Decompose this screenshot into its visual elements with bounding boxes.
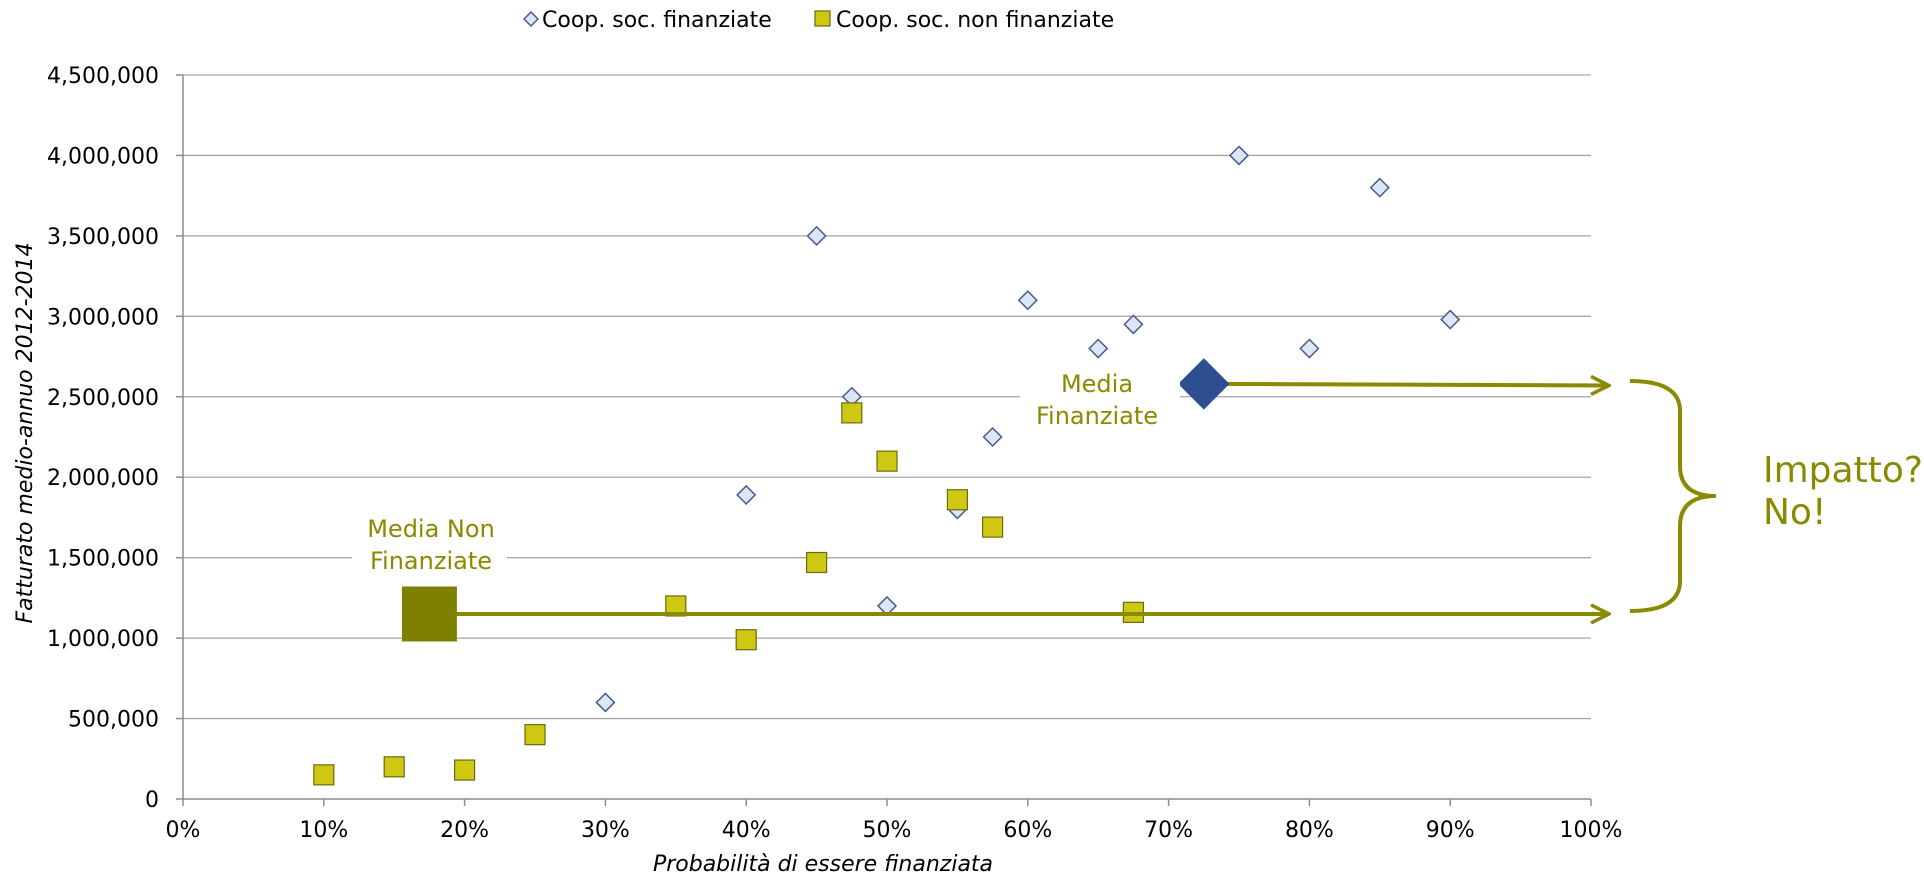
curly-brace-icon: [1629, 379, 1717, 613]
y-tick-label: 1,500,000: [47, 547, 159, 572]
arrow-media-finanziate: [1203, 384, 1609, 386]
axes: [176, 74, 1592, 806]
x-tick-label: 90%: [1426, 818, 1475, 843]
y-tick-labels: 0 500,000 1,000,000 1,500,000 2,000,000 2,500…: [47, 64, 159, 813]
x-tick-label: 10%: [299, 818, 348, 843]
mean-non-finanziate-label: Media Non: [367, 515, 495, 543]
legend-diamond-icon: [522, 10, 540, 28]
point-finanziata: [806, 225, 827, 246]
impact-label-line1: Impatto?: [1763, 450, 1923, 491]
point-finanziata: [982, 426, 1003, 448]
legend-item-finanziate: Coop. soc. finanziate: [522, 8, 772, 33]
point-non-finanziata: [454, 759, 476, 781]
mean-finanziate-label: Finanziate: [1036, 402, 1158, 430]
y-tick-label: 1,000,000: [47, 627, 159, 652]
x-tick-label: 60%: [1003, 818, 1052, 843]
x-tick-label: 80%: [1285, 818, 1334, 843]
x-tick-label: 100%: [1560, 818, 1623, 843]
y-tick-label: 4,000,000: [47, 144, 159, 169]
point-finanziata: [1228, 145, 1250, 166]
point-non-finanziata: [841, 402, 863, 424]
point-finanziata: [1299, 338, 1320, 359]
point-finanziata: [736, 484, 757, 505]
legend-label-non-finanziate: Coop. soc. non finanziate: [836, 8, 1114, 33]
x-tick-label: 0%: [166, 818, 201, 843]
y-tick-label: 2,500,000: [47, 386, 159, 411]
label-bg-non-finanziate: [352, 510, 507, 578]
y-tick-label: 3,500,000: [47, 225, 159, 250]
label-bg-finanziate: [1020, 368, 1180, 436]
mean-non-finanziate-label: Finanziate: [370, 547, 492, 575]
x-axis-title: Probabilità di essere finanziata: [653, 852, 993, 877]
legend-label-finanziate: Coop. soc. finanziate: [542, 8, 772, 33]
impact-label-line2: No!: [1763, 492, 1826, 533]
point-non-finanziata: [735, 629, 757, 651]
series-non-finanziate: [313, 402, 1145, 786]
legend: Coop. soc. finanziate Coop. soc. non fin…: [522, 8, 1114, 33]
point-finanziata: [595, 692, 616, 713]
impact-bracket: Impatto? No!: [1629, 379, 1923, 613]
point-finanziata: [1123, 314, 1144, 335]
point-finanziata: [1440, 309, 1461, 330]
y-tick-label: 0: [145, 788, 159, 813]
legend-square-icon: [814, 10, 831, 27]
point-non-finanziata: [805, 551, 828, 574]
means: Media Finanziate Media Non Finanziate: [352, 358, 1609, 642]
y-tick-label: 500,000: [68, 708, 159, 733]
x-tick-label: 70%: [1144, 818, 1193, 843]
point-non-finanziata: [313, 764, 335, 786]
x-tick-label: 20%: [440, 818, 489, 843]
y-axis-title: Fatturato medio-annuo 2012-2014: [13, 242, 38, 623]
mean-finanziate-label: Media: [1061, 370, 1133, 398]
x-tick-label: 50%: [863, 818, 912, 843]
point-non-finanziata: [876, 450, 898, 472]
point-non-finanziata: [981, 516, 1004, 538]
y-tick-label: 4,500,000: [47, 64, 159, 89]
x-tick-label: 30%: [581, 818, 630, 843]
mean-non-finanziate-marker: [401, 586, 457, 642]
point-finanziata: [1088, 338, 1109, 359]
series-finanziate: [595, 145, 1461, 713]
point-non-finanziata: [383, 756, 405, 778]
point-non-finanziata: [946, 489, 969, 511]
x-tick-label: 40%: [722, 818, 771, 843]
x-tick-labels: 0% 10% 20% 30% 40% 50% 60% 70% 80% 90% 100%: [166, 818, 1623, 843]
point-finanziata: [1369, 177, 1390, 198]
legend-item-non-finanziate: Coop. soc. non finanziate: [814, 8, 1114, 33]
grid: [183, 74, 1591, 720]
point-non-finanziata: [524, 724, 546, 746]
y-tick-label: 2,000,000: [47, 466, 159, 491]
y-tick-label: 3,000,000: [47, 305, 159, 330]
mean-finanziate-marker: [1178, 358, 1230, 410]
point-finanziata: [1017, 290, 1038, 311]
